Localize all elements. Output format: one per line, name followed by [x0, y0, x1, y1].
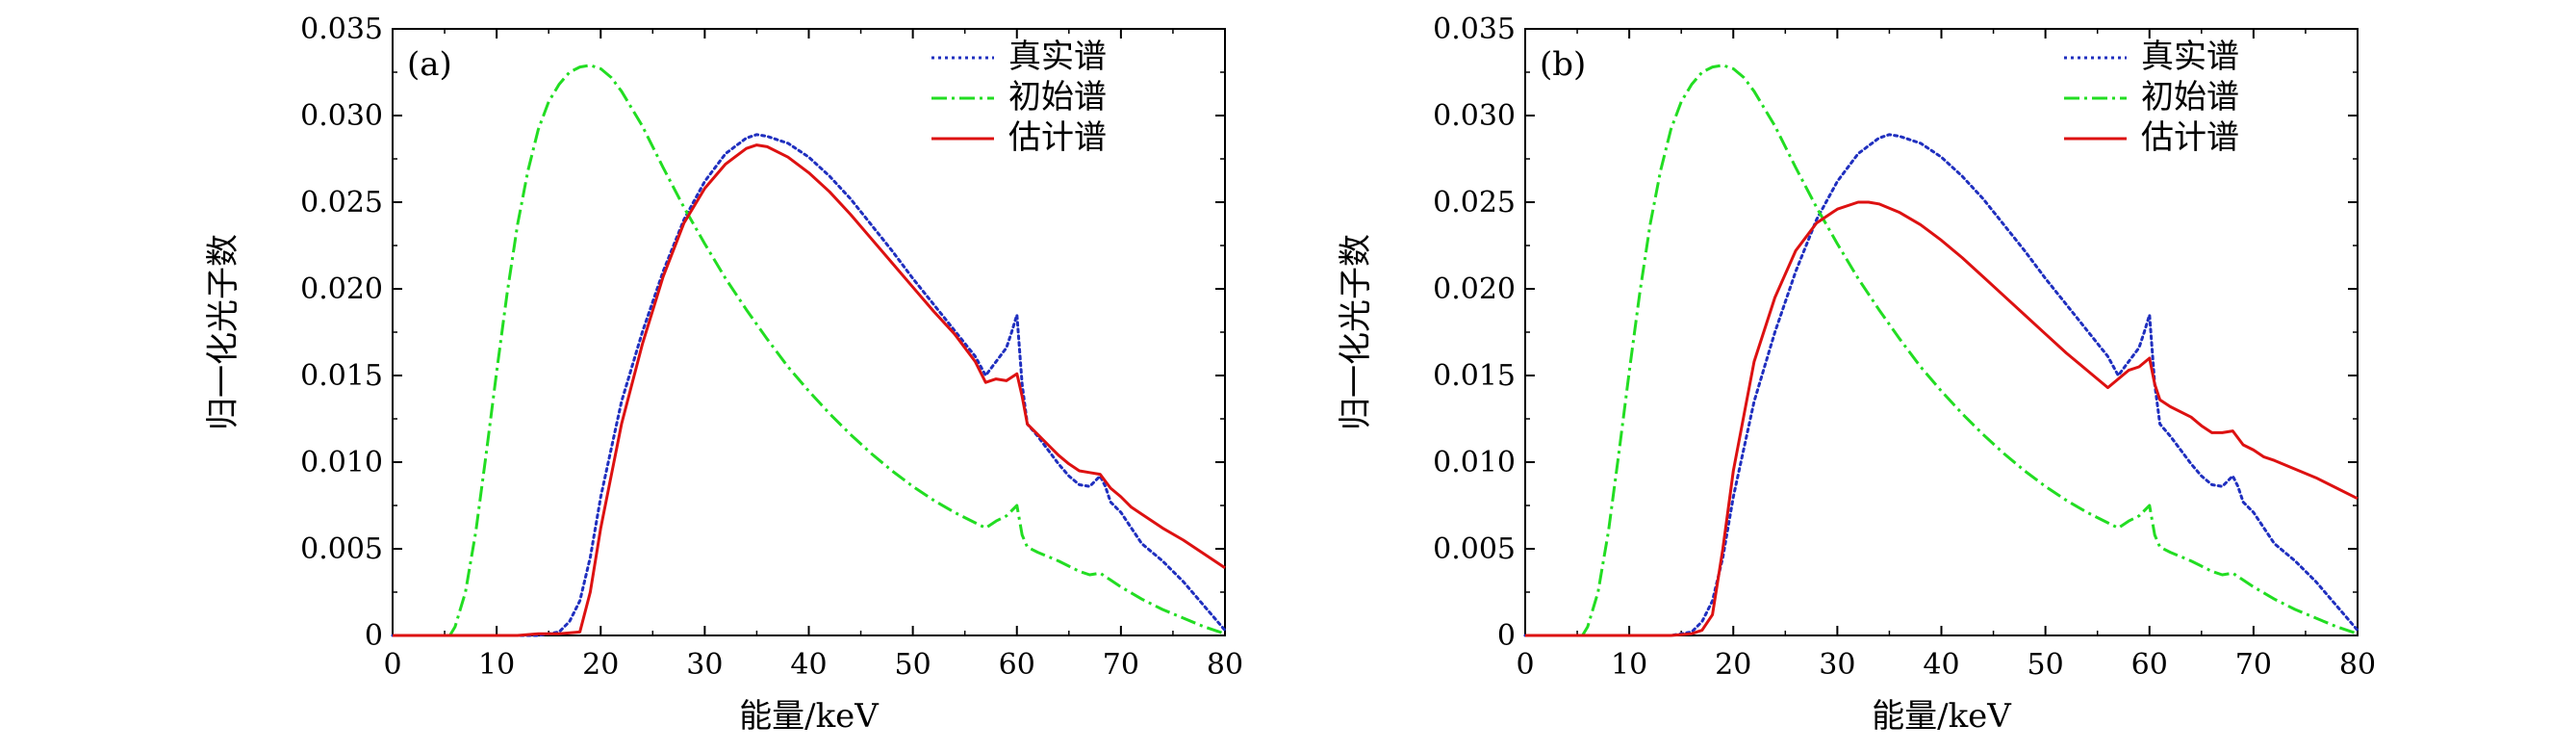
- y-tick-label: 0.020: [300, 272, 383, 306]
- y-tick-label: 0.010: [1433, 446, 1516, 479]
- y-tick-label: 0.035: [1433, 13, 1516, 46]
- x-tick-label: 40: [1923, 648, 1959, 682]
- y-tick-label: 0: [1497, 619, 1516, 653]
- y-tick-label: 0.020: [1433, 272, 1516, 306]
- x-tick-label: 80: [1207, 648, 1243, 682]
- legend-label: 估计谱: [2141, 118, 2239, 157]
- legend-label: 估计谱: [1008, 118, 1107, 157]
- x-tick-label: 60: [2131, 648, 2168, 682]
- x-tick-label: 80: [2339, 648, 2376, 682]
- panel-label: (a): [407, 45, 452, 84]
- x-tick-label: 0: [383, 648, 401, 682]
- y-tick-label: 0: [365, 619, 383, 653]
- y-tick-label: 0.005: [1433, 532, 1516, 566]
- y-tick-label: 0.025: [1433, 186, 1516, 220]
- legend-label: 真实谱: [2141, 38, 2239, 76]
- y-tick-label: 0.010: [300, 446, 383, 479]
- x-tick-label: 60: [999, 648, 1035, 682]
- chart-panel-b: 0 10 20 30 40 50 60 70 80 0 0.005 0.010 0.015 0.020 0.…: [1337, 13, 2376, 736]
- x-tick-label: 10: [1611, 648, 1647, 682]
- x-tick-label: 10: [478, 648, 515, 682]
- legend-label: 真实谱: [1008, 38, 1107, 76]
- x-tick-label: 30: [1819, 648, 1855, 682]
- panel-label: (b): [1540, 45, 1586, 84]
- x-tick-label: 70: [1103, 648, 1139, 682]
- chart-panel-a: 0 10 20 30 40 50 60 70 80 0 0.005 0.010 0.015 0.020 0.…: [204, 13, 1243, 736]
- x-tick-label: 50: [895, 648, 931, 682]
- x-axis-title: 能量/keV: [739, 697, 880, 736]
- y-tick-label: 0.015: [300, 359, 383, 393]
- y-tick-label: 0.035: [300, 13, 383, 46]
- x-tick-label: 20: [1715, 648, 1751, 682]
- y-tick-label: 0.030: [300, 99, 383, 133]
- series-line: [1523, 133, 2359, 637]
- x-axis-title: 能量/keV: [1872, 697, 2012, 736]
- y-axis-title: 归一化光子数: [204, 234, 242, 430]
- series-line: [393, 64, 1226, 637]
- x-tick-label: 40: [790, 648, 827, 682]
- series-line: [1525, 200, 2359, 637]
- legend-label: 初始谱: [1008, 78, 1107, 117]
- legend-label: 初始谱: [2141, 78, 2239, 117]
- y-tick-label: 0.025: [300, 186, 383, 220]
- series-line: [391, 133, 1227, 637]
- x-tick-label: 20: [582, 648, 619, 682]
- y-tick-label: 0.030: [1433, 99, 1516, 133]
- x-tick-label: 0: [1516, 648, 1534, 682]
- x-tick-label: 50: [2028, 648, 2064, 682]
- y-axis-title: 归一化光子数: [1337, 234, 1375, 430]
- y-tick-label: 0.015: [1433, 359, 1516, 393]
- series-line: [1525, 64, 2359, 637]
- series-line: [393, 143, 1226, 637]
- y-tick-label: 0.005: [300, 532, 383, 566]
- x-tick-label: 30: [686, 648, 723, 682]
- x-tick-label: 70: [2235, 648, 2272, 682]
